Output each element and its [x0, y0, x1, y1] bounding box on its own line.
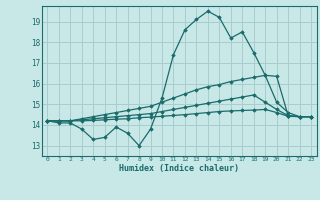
X-axis label: Humidex (Indice chaleur): Humidex (Indice chaleur)	[119, 164, 239, 173]
